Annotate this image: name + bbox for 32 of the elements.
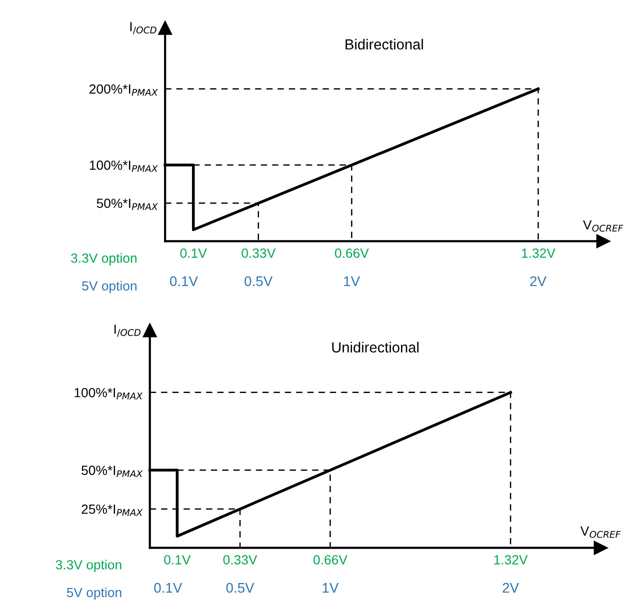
x-tick-label: 0.33V (223, 555, 258, 564)
x2-tick-label: 0.5V (226, 582, 254, 593)
x2-tick-label: 0.1V (170, 276, 198, 286)
x-tick-label: 0.33V (242, 248, 276, 258)
text: 3.3V option (71, 253, 136, 266)
x2-tick-label: 1V (322, 583, 339, 593)
x2-tick-label: 1V (344, 276, 360, 286)
x2-tick-label: 2V (530, 276, 546, 286)
y-tick-label: 50%*I$_{PMAX}$ (82, 466, 143, 478)
x-tick-label: 0.1V (164, 555, 191, 564)
x-tick-label: 0.1V (180, 248, 207, 258)
text: Bidirectional (346, 38, 423, 50)
y-axis-title: I$_{/OCD}$ (130, 22, 156, 34)
y-tick-label: 100%*I$_{PMAX}$ (90, 160, 158, 172)
x2-tick-label: 0.5V (244, 276, 273, 286)
text: 5V option (82, 280, 136, 294)
x-tick-label: 1.32V (494, 555, 528, 564)
text: Unidirectional (332, 342, 418, 353)
y-axis-title: I$_{/OCD}$ (114, 324, 141, 337)
text: 5V option (66, 588, 122, 600)
y-tick-label: 50%*I$_{PMAX}$ (96, 198, 158, 210)
x-tick-label: 0.66V (313, 555, 348, 564)
x-axis-title: V$_{OCREF}$ (580, 526, 621, 538)
x2-tick-label: 0.1V (154, 582, 182, 593)
x-axis-title: V$_{OCREF}$ (582, 220, 624, 232)
y-tick-label: 200%*I$_{PMAX}$ (90, 84, 158, 96)
x-tick-label: 0.66V (334, 248, 369, 258)
x-tick-label: 1.32V (522, 248, 556, 258)
y-tick-label: 100%*I$_{PMAX}$ (74, 388, 143, 400)
x2-tick-label: 2V (502, 582, 519, 593)
text: 3.3V option (56, 560, 122, 572)
y-tick-label: 25%*I$_{PMAX}$ (82, 504, 143, 516)
